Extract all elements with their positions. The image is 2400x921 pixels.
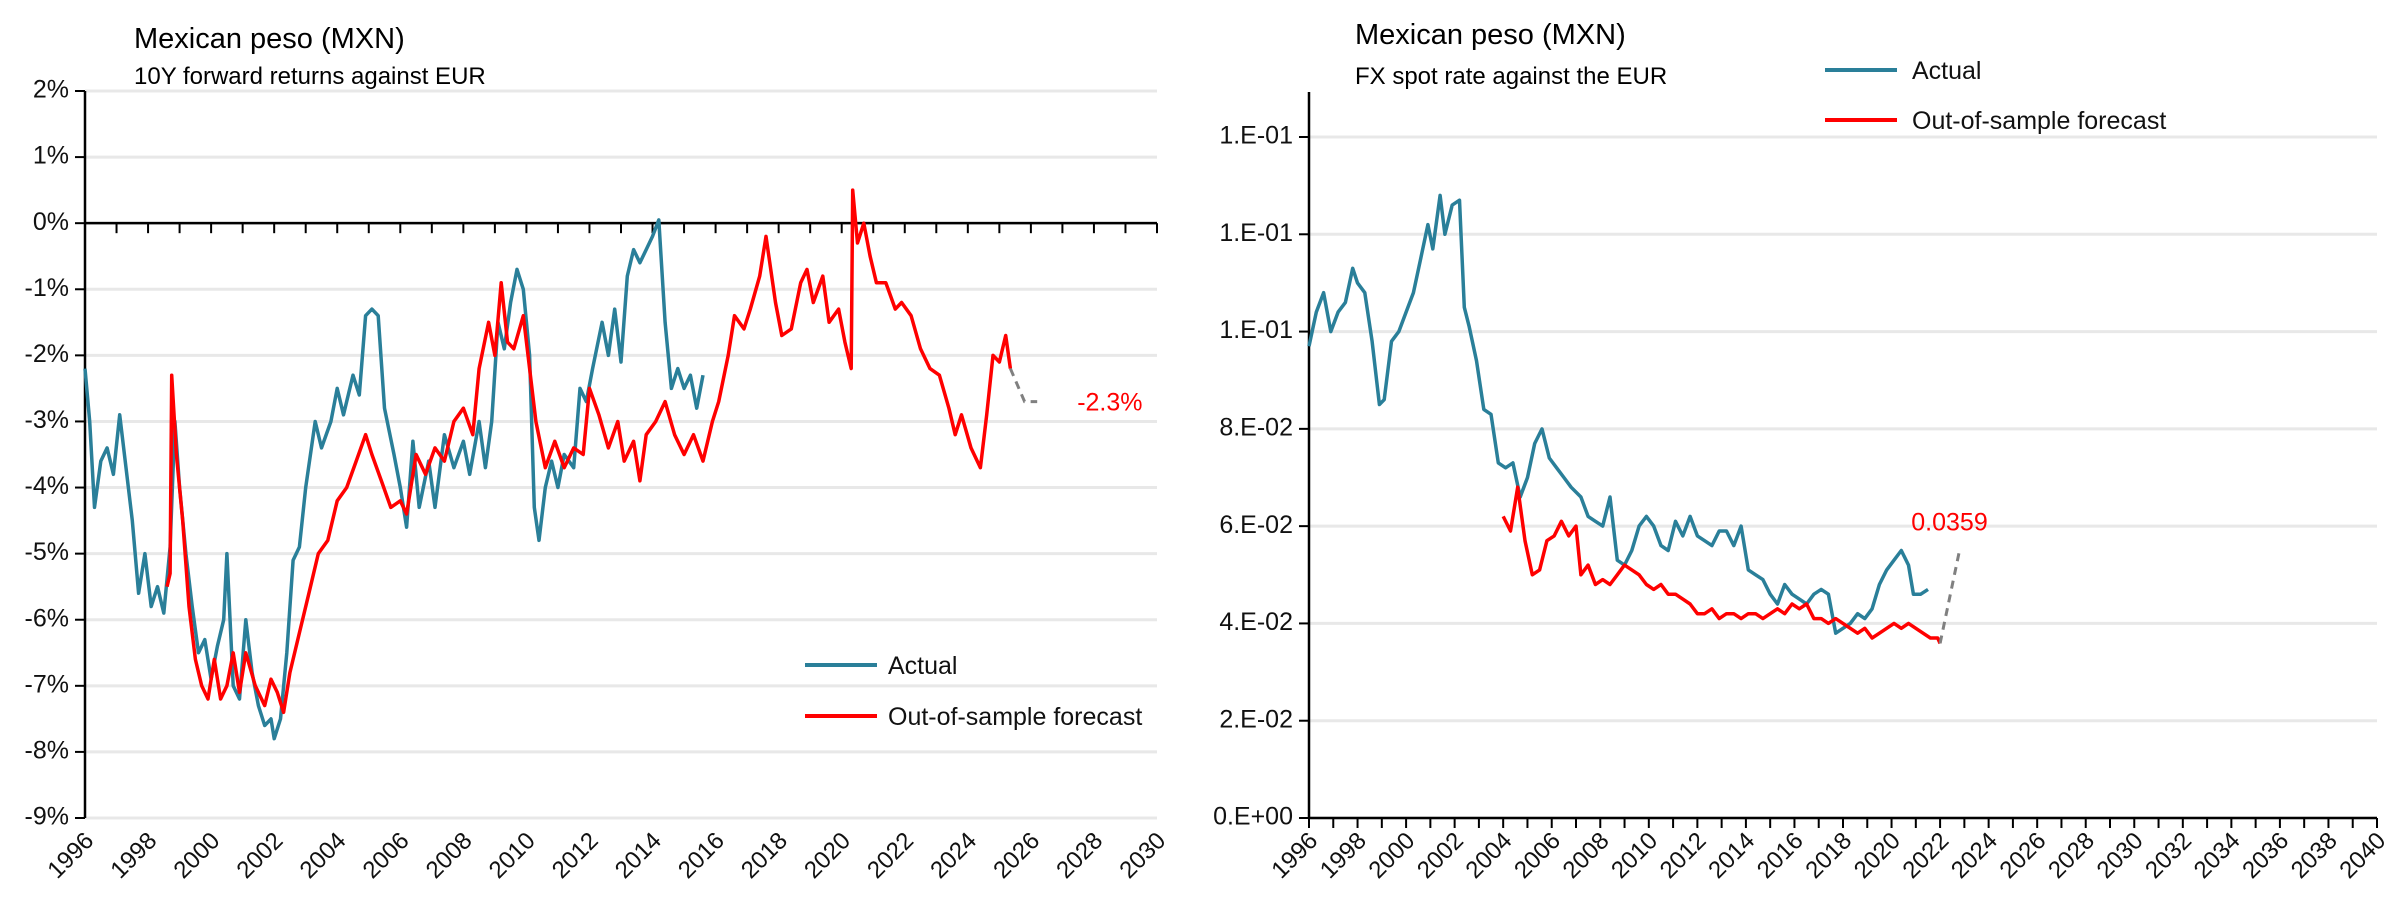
y-tick-label: -5% (25, 538, 69, 566)
chart-title: Mexican peso (MXN) (1355, 19, 1626, 51)
y-tick-label: 2.E-02 (1219, 705, 1293, 733)
y-tick-label: 2% (33, 76, 69, 104)
y-tick-label: 1% (33, 142, 69, 170)
x-tick-label: 2006 (358, 827, 415, 884)
legend-forecast-label: Out-of-sample forecast (888, 703, 1142, 731)
x-tick-label: 2036 (2237, 827, 2294, 884)
y-tick-label: 0% (33, 208, 69, 236)
x-tick-label: 2014 (610, 827, 667, 884)
projection-dashed-line (1938, 550, 1961, 644)
chart-subtitle: 10Y forward returns against EUR (134, 63, 486, 90)
forecast-series-line (1501, 485, 1942, 645)
y-tick-label: -3% (25, 406, 69, 434)
x-tick-label: 2024 (1946, 827, 2003, 884)
legend-actual-label: Actual (1912, 57, 1981, 85)
projection-dashed-line (1009, 367, 1038, 404)
x-tick-label: 2008 (421, 827, 478, 884)
projection-value-label: 0.0359 (1911, 508, 1987, 536)
y-tick-label: -2% (25, 340, 69, 368)
x-tick-label: 2030 (2092, 827, 2149, 884)
y-tick-label: -7% (25, 670, 69, 698)
x-tick-label: 2014 (1703, 827, 1760, 884)
y-tick-label: 1.E-01 (1219, 122, 1293, 150)
x-tick-label: 2006 (1509, 827, 1566, 884)
x-tick-label: 2012 (1655, 827, 1712, 884)
right-chart-fx-spot-rate: Mexican peso (MXN) FX spot rate against … (1213, 19, 2391, 884)
x-tick-label: 2004 (1461, 827, 1518, 884)
y-tick-label: -4% (25, 472, 69, 500)
y-tick-label: -6% (25, 604, 69, 632)
x-tick-label: 2010 (484, 827, 541, 884)
x-tick-label: 2022 (862, 827, 919, 884)
legend-actual-label: Actual (888, 652, 957, 680)
x-tick-label: 1998 (1315, 827, 1372, 884)
x-tick-label: 2026 (1995, 827, 2052, 884)
x-tick-label: 2026 (988, 827, 1045, 884)
x-tick-label: 2028 (2043, 827, 2100, 884)
x-tick-label: 2018 (736, 827, 793, 884)
x-tick-label: 2016 (673, 827, 730, 884)
x-tick-label: 2038 (2286, 827, 2343, 884)
x-tick-label: 2002 (1412, 827, 1469, 884)
x-tick-label: 2022 (1897, 827, 1954, 884)
y-tick-label: 6.E-02 (1219, 511, 1293, 539)
x-tick-label: 2032 (2140, 827, 2197, 884)
y-tick-label: -9% (25, 803, 69, 831)
y-tick-label: 1.E-01 (1219, 316, 1293, 344)
x-tick-label: 2002 (232, 827, 289, 884)
left-chart-10y-forward-returns: Mexican peso (MXN) 10Y forward returns a… (25, 23, 1172, 884)
x-tick-label: 2012 (547, 827, 604, 884)
y-tick-label: -8% (25, 737, 69, 765)
x-tick-label: 2028 (1051, 827, 1108, 884)
x-tick-label: 1998 (105, 827, 162, 884)
chart-title: Mexican peso (MXN) (134, 23, 405, 55)
x-tick-label: 2004 (295, 827, 352, 884)
y-tick-label: 4.E-02 (1219, 608, 1293, 636)
x-tick-label: 1996 (1266, 827, 1323, 884)
x-tick-label: 2016 (1752, 827, 1809, 884)
legend-forecast-label: Out-of-sample forecast (1912, 107, 2166, 135)
x-tick-label: 2020 (799, 827, 856, 884)
x-tick-label: 2008 (1558, 827, 1615, 884)
x-tick-label: 2018 (1800, 827, 1857, 884)
y-tick-label: 1.E-01 (1219, 219, 1293, 247)
projection-value-label: -2.3% (1077, 389, 1142, 417)
forecast-series-line (165, 188, 1013, 715)
x-tick-label: 2010 (1606, 827, 1663, 884)
x-tick-label: 2000 (169, 827, 226, 884)
x-tick-label: 2000 (1363, 827, 1420, 884)
x-tick-label: 2030 (1114, 827, 1171, 884)
x-tick-label: 2040 (2334, 827, 2391, 884)
actual-series-line (1307, 193, 1929, 635)
x-tick-label: 2034 (2189, 827, 2246, 884)
y-tick-label: 0.E+00 (1213, 803, 1293, 831)
x-tick-label: 2024 (925, 827, 982, 884)
x-tick-label: 1996 (42, 827, 99, 884)
x-tick-label: 2020 (1849, 827, 1906, 884)
y-tick-label: 8.E-02 (1219, 413, 1293, 441)
y-tick-label: -1% (25, 274, 69, 302)
chart-subtitle: FX spot rate against the EUR (1355, 63, 1667, 90)
